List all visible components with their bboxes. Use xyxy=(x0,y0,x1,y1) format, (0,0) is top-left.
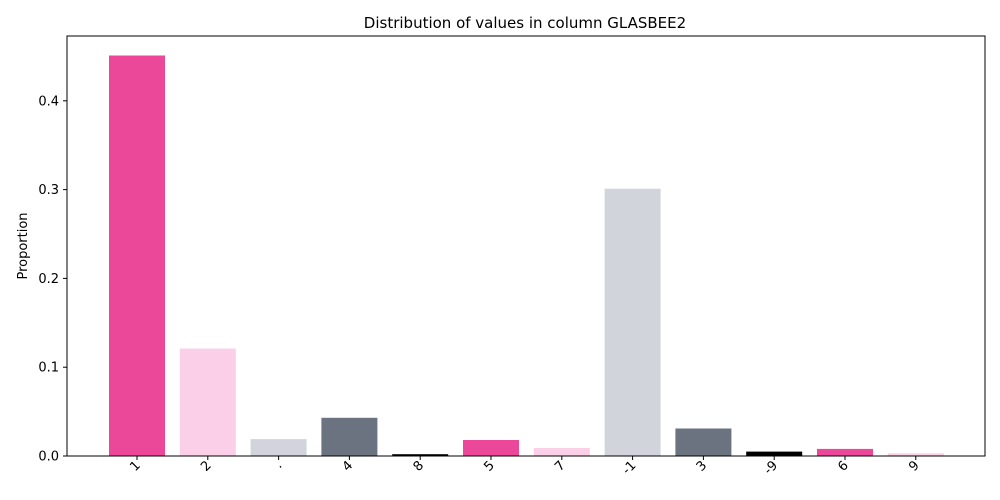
chart-title: Distribution of values in column GLASBEE… xyxy=(364,14,686,32)
bar-4 xyxy=(392,454,449,456)
y-axis-label: Proportion xyxy=(16,212,31,279)
bar-3 xyxy=(321,417,378,456)
x-tick-label: 3 xyxy=(694,458,710,474)
bar-1 xyxy=(179,348,236,456)
bar-6 xyxy=(533,448,590,456)
bar-11 xyxy=(887,453,944,456)
x-tick-label: . xyxy=(272,458,286,472)
x-tick-label: 4 xyxy=(340,458,356,474)
x-ticks-group: 1 2. 4 8 5 7 -1 3 -9 6 9 xyxy=(127,456,923,478)
x-tick-label: -9 xyxy=(761,458,781,478)
bar-9 xyxy=(746,451,803,456)
x-tick-label: 1 xyxy=(127,458,143,474)
bar-2 xyxy=(250,439,307,456)
x-tick-label: 9 xyxy=(906,458,922,474)
y-ticks-group: 0.0 0.1 0.2 0.3 0.4 xyxy=(38,94,67,465)
bar-7 xyxy=(604,188,661,456)
x-tick-label: 2 xyxy=(198,458,214,474)
bars-group xyxy=(109,55,944,456)
x-tick-label: 8 xyxy=(411,458,427,474)
y-tick-label: 0.0 xyxy=(38,450,59,465)
bar-8 xyxy=(675,428,732,456)
bar-5 xyxy=(463,440,519,456)
bar-10 xyxy=(817,448,873,456)
plot-frame xyxy=(66,35,986,457)
x-tick-label: -1 xyxy=(620,458,640,478)
x-tick-label: 6 xyxy=(835,458,851,474)
y-tick-label: 0.3 xyxy=(38,183,59,198)
x-tick-label: 5 xyxy=(481,458,497,474)
y-tick-label: 0.1 xyxy=(38,361,59,376)
y-tick-label: 0.2 xyxy=(38,272,59,287)
y-tick-label: 0.4 xyxy=(38,94,59,109)
bar-0 xyxy=(109,55,165,456)
x-tick-label: 7 xyxy=(552,458,568,474)
